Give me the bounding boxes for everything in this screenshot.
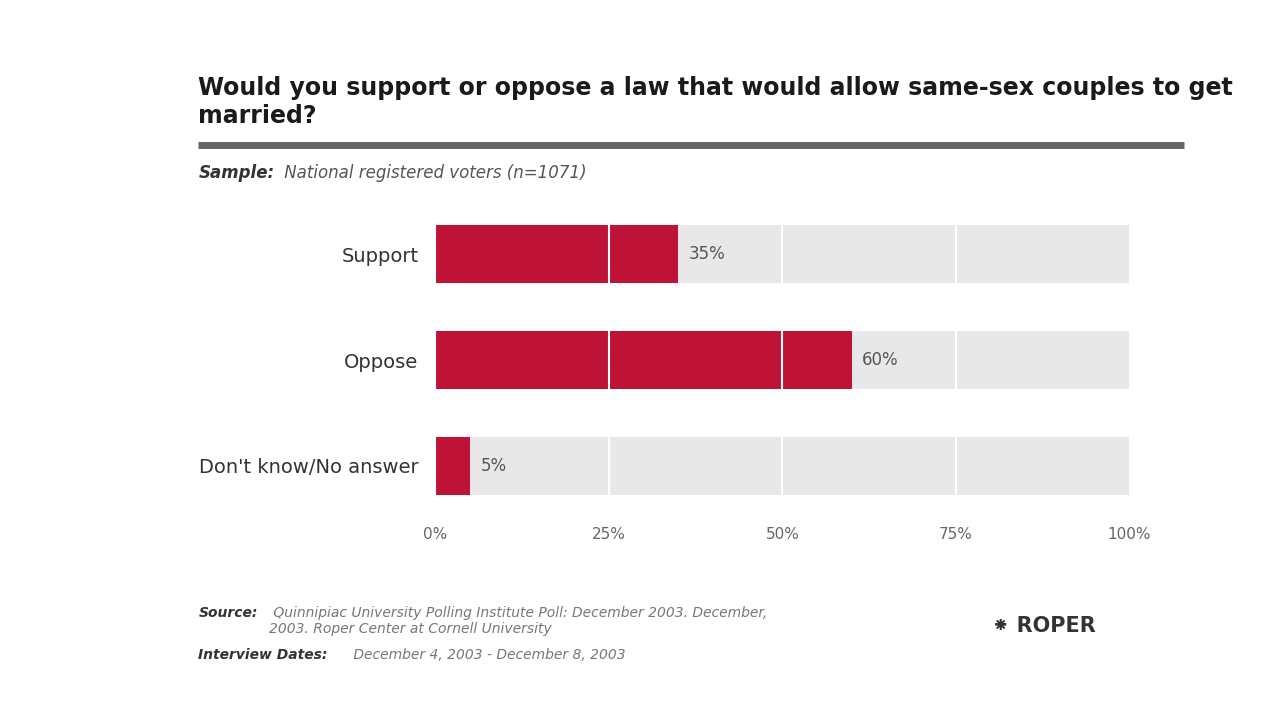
Text: married?: married? — [198, 104, 317, 128]
Bar — [435, 225, 678, 284]
Bar — [435, 436, 470, 495]
Text: Source:: Source: — [198, 606, 257, 620]
Bar — [435, 331, 1129, 389]
Bar — [435, 331, 851, 389]
Text: National registered voters (n=1071): National registered voters (n=1071) — [279, 164, 586, 182]
Text: 35%: 35% — [689, 246, 726, 264]
Text: 60%: 60% — [863, 351, 899, 369]
Text: ⁕ ROPER: ⁕ ROPER — [992, 616, 1096, 636]
Text: Would you support or oppose a law that would allow same-sex couples to get: Would you support or oppose a law that w… — [198, 76, 1233, 99]
Text: Quinnipiac University Polling Institute Poll: December 2003. December,
2003. Rop: Quinnipiac University Polling Institute … — [269, 606, 767, 636]
Bar — [435, 436, 1129, 495]
Text: December 4, 2003 - December 8, 2003: December 4, 2003 - December 8, 2003 — [349, 648, 626, 662]
Text: Interview Dates:: Interview Dates: — [198, 648, 328, 662]
Text: Sample:: Sample: — [198, 164, 274, 182]
Bar — [435, 225, 1129, 284]
Text: 5%: 5% — [480, 456, 507, 474]
